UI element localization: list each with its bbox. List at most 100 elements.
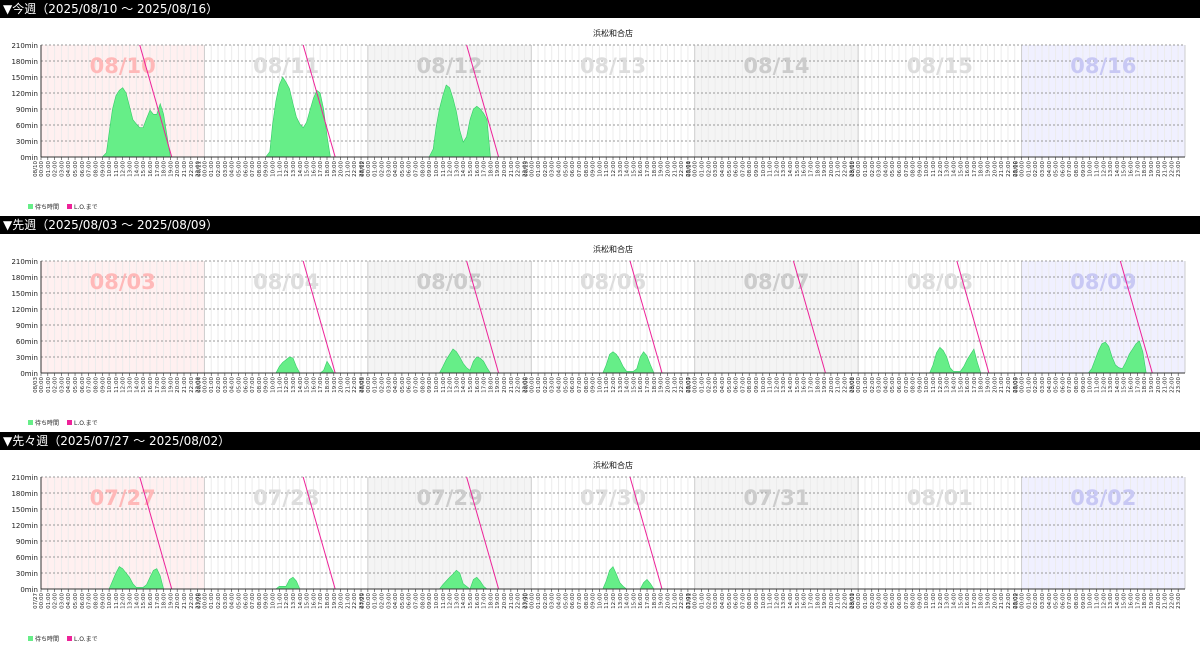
hour-tick-label: 03:00 bbox=[223, 593, 229, 609]
hour-tick-label: 09:00 bbox=[754, 377, 760, 393]
hour-tick-label: 11:00 bbox=[931, 593, 937, 609]
hour-tick-label: 21:00 bbox=[182, 377, 188, 393]
hour-tick-label: 12:00 bbox=[611, 161, 617, 177]
hour-tick-label: 07:00 bbox=[577, 377, 583, 393]
hour-tick-label: 10:00 bbox=[597, 161, 603, 177]
hour-tick-label: 11:00 bbox=[441, 161, 447, 177]
hour-tick-label: 15:00 bbox=[468, 593, 474, 609]
wait-time-area bbox=[858, 346, 1022, 374]
hour-tick-label: 06:00 bbox=[243, 161, 249, 177]
hour-tick-label: 04:00 bbox=[1047, 161, 1053, 177]
y-tick-label: 210min bbox=[11, 474, 38, 482]
hour-tick-label: 17:00 bbox=[155, 161, 161, 177]
hour-tick-label: 04:00 bbox=[557, 593, 563, 609]
y-tick-label: 90min bbox=[16, 538, 38, 546]
hour-tick-label: 09:00 bbox=[591, 161, 597, 177]
hour-tick-label: 19:00 bbox=[659, 161, 665, 177]
hour-tick-label: 17:00 bbox=[318, 377, 324, 393]
hour-tick-label: 06:00 bbox=[407, 593, 413, 609]
hour-tick-label: 19:00 bbox=[1149, 377, 1155, 393]
hour-tick-label: 05:00 bbox=[73, 377, 79, 393]
hour-tick-label: 12:00 bbox=[774, 593, 780, 609]
hour-tick-label: 12:00 bbox=[1101, 593, 1107, 609]
hour-tick-label: 17:00 bbox=[645, 593, 651, 609]
hour-tick-label: 16:00 bbox=[148, 593, 154, 609]
hour-tick-label: 19:00 bbox=[495, 161, 501, 177]
hour-tick-label: 13:00 bbox=[454, 593, 460, 609]
hour-tick-label: 08:00 bbox=[911, 161, 917, 177]
hour-tick-label: 02:00 bbox=[870, 161, 876, 177]
hour-tick-label: 08:00 bbox=[93, 377, 99, 393]
hour-tick-label: 04:00 bbox=[230, 377, 236, 393]
hour-tick-label: 17:00 bbox=[155, 377, 161, 393]
hour-tick-label: 02:00 bbox=[1033, 161, 1039, 177]
date-tick-label: 08/11 bbox=[196, 161, 202, 177]
hour-tick-label: 04:00 bbox=[557, 377, 563, 393]
hour-tick-label: 00:00 bbox=[1020, 593, 1026, 609]
hour-tick-label: 05:00 bbox=[890, 377, 896, 393]
hour-tick-label: 01:00 bbox=[700, 377, 706, 393]
hour-tick-label: 05:00 bbox=[563, 593, 569, 609]
wait-time-area bbox=[204, 356, 368, 374]
hour-tick-label: 16:00 bbox=[638, 593, 644, 609]
hour-tick-label: 20:00 bbox=[829, 377, 835, 393]
hour-tick-label: 16:00 bbox=[148, 161, 154, 177]
hour-tick-label: 15:00 bbox=[305, 593, 311, 609]
date-tick-label: 08/14 bbox=[687, 161, 693, 177]
hour-tick-label: 23:00 bbox=[1013, 161, 1019, 177]
date-tick-label: 08/05 bbox=[360, 377, 366, 393]
hour-tick-label: 11:00 bbox=[277, 593, 283, 609]
hour-tick-label: 09:00 bbox=[1081, 161, 1087, 177]
hour-tick-label: 00:00 bbox=[366, 161, 372, 177]
hour-tick-label: 06:00 bbox=[243, 377, 249, 393]
hour-tick-label: 15:00 bbox=[631, 161, 637, 177]
lo-line bbox=[139, 476, 173, 590]
hour-tick-label: 18:00 bbox=[1142, 593, 1148, 609]
hour-tick-label: 07:00 bbox=[250, 593, 256, 609]
hour-tick-label: 16:00 bbox=[1129, 593, 1135, 609]
hour-tick-label: 23:00 bbox=[196, 161, 202, 177]
hour-tick-label: 18:00 bbox=[815, 377, 821, 393]
date-tick-label: 07/29 bbox=[360, 593, 366, 609]
hour-tick-label: 06:00 bbox=[897, 593, 903, 609]
hour-tick-label: 08:00 bbox=[420, 593, 426, 609]
hour-tick-label: 12:00 bbox=[938, 161, 944, 177]
hour-tick-label: 19:00 bbox=[1149, 593, 1155, 609]
hour-tick-label: 13:00 bbox=[1108, 161, 1114, 177]
hour-tick-label: 22:00 bbox=[679, 161, 685, 177]
date-tick-label: 08/08 bbox=[850, 377, 856, 393]
hour-tick-label: 19:00 bbox=[659, 377, 665, 393]
hour-tick-label: 02:00 bbox=[543, 161, 549, 177]
hour-tick-label: 18:00 bbox=[488, 161, 494, 177]
hour-tick-label: 08:00 bbox=[93, 161, 99, 177]
legend-label-lo: L.O.まで bbox=[74, 636, 98, 643]
hour-tick-label: 00:00 bbox=[693, 377, 699, 393]
hour-tick-label: 10:00 bbox=[761, 593, 767, 609]
hour-tick-label: 12:00 bbox=[938, 377, 944, 393]
hour-tick-label: 00:00 bbox=[693, 593, 699, 609]
day-label: 07/31 bbox=[743, 486, 809, 510]
hour-tick-label: 22:00 bbox=[1169, 161, 1175, 177]
hour-tick-label: 14:00 bbox=[134, 593, 140, 609]
hour-tick-label: 22:00 bbox=[843, 161, 849, 177]
hour-tick-label: 11:00 bbox=[604, 593, 610, 609]
hour-tick-label: 11:00 bbox=[931, 377, 937, 393]
hour-tick-label: 23:00 bbox=[196, 593, 202, 609]
week-section-0: ▼今週（2025/08/10 ～ 2025/08/16） 0min 30min 60… bbox=[0, 0, 1200, 216]
hour-tick-label: 05:00 bbox=[890, 161, 896, 177]
y-tick-label: 120min bbox=[11, 306, 38, 314]
hour-tick-label: 22:00 bbox=[516, 377, 522, 393]
hour-tick-label: 11:00 bbox=[114, 377, 120, 393]
day-label: 08/12 bbox=[417, 54, 483, 78]
hour-tick-label: 10:00 bbox=[434, 377, 440, 393]
hour-tick-label: 02:00 bbox=[216, 377, 222, 393]
hour-tick-label: 13:00 bbox=[291, 161, 297, 177]
hour-tick-label: 17:00 bbox=[1135, 161, 1141, 177]
hour-tick-label: 13:00 bbox=[454, 161, 460, 177]
hour-tick-label: 20:00 bbox=[829, 593, 835, 609]
hour-tick-label: 18:00 bbox=[815, 161, 821, 177]
hour-tick-label: 16:00 bbox=[802, 593, 808, 609]
hour-tick-label: 16:00 bbox=[311, 593, 317, 609]
hour-tick-label: 05:00 bbox=[1054, 593, 1060, 609]
hour-tick-label: 11:00 bbox=[277, 161, 283, 177]
